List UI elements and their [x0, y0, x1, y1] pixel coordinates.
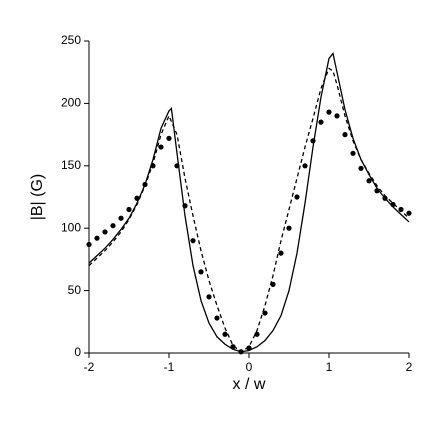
data-point	[206, 294, 212, 300]
data-point	[270, 281, 276, 287]
data-point	[246, 345, 252, 351]
data-point	[334, 113, 340, 119]
data-point	[406, 210, 412, 216]
y-tick-label: 200	[61, 96, 81, 110]
data-point	[262, 310, 268, 316]
y-tick-label: 100	[61, 220, 81, 234]
data-point	[214, 315, 220, 321]
data-point	[326, 109, 332, 115]
data-point	[374, 188, 380, 194]
data-point	[294, 194, 300, 200]
x-tick-label: 0	[246, 360, 253, 374]
dashed-line	[88, 67, 410, 353]
data-point	[222, 331, 228, 337]
y-tick-label: 250	[61, 33, 81, 47]
data-point	[342, 132, 348, 138]
data-point	[390, 201, 396, 208]
data-point	[302, 163, 308, 169]
data-point	[254, 331, 260, 337]
data-point	[318, 119, 324, 125]
data-point	[230, 344, 236, 350]
data-point	[94, 235, 100, 241]
data-point	[350, 150, 356, 156]
data-point	[126, 206, 132, 213]
data-point	[118, 215, 124, 221]
x-tick-label: -2	[84, 360, 95, 374]
y-tick-label: 150	[61, 158, 81, 172]
data-point	[358, 165, 364, 171]
data-point	[158, 144, 164, 150]
x-tick-label: -1	[164, 360, 175, 374]
data-point	[238, 349, 244, 355]
data-point	[398, 206, 404, 213]
data-point	[86, 241, 92, 248]
data-point	[286, 225, 292, 231]
x-axis-title: x / w	[233, 376, 266, 393]
data-point	[174, 163, 180, 169]
data-point	[382, 195, 388, 201]
y-tick-label: 50	[68, 283, 82, 297]
data-point	[166, 135, 172, 141]
x-tick-label: 2	[406, 360, 413, 374]
data-point	[142, 181, 148, 188]
y-tick-label: 0	[74, 345, 81, 359]
x-tick-label: 1	[326, 360, 333, 374]
data-point	[310, 138, 316, 144]
data-point	[102, 229, 108, 235]
data-point	[110, 223, 116, 229]
solid-line	[88, 52, 410, 353]
data-point	[190, 238, 196, 244]
y-axis-title: |B| (G)	[29, 174, 46, 221]
data-point	[134, 195, 140, 201]
data-point	[366, 178, 372, 184]
data-point	[182, 203, 188, 209]
data-point	[278, 250, 284, 256]
data-point	[198, 269, 204, 275]
data-point	[150, 163, 156, 169]
